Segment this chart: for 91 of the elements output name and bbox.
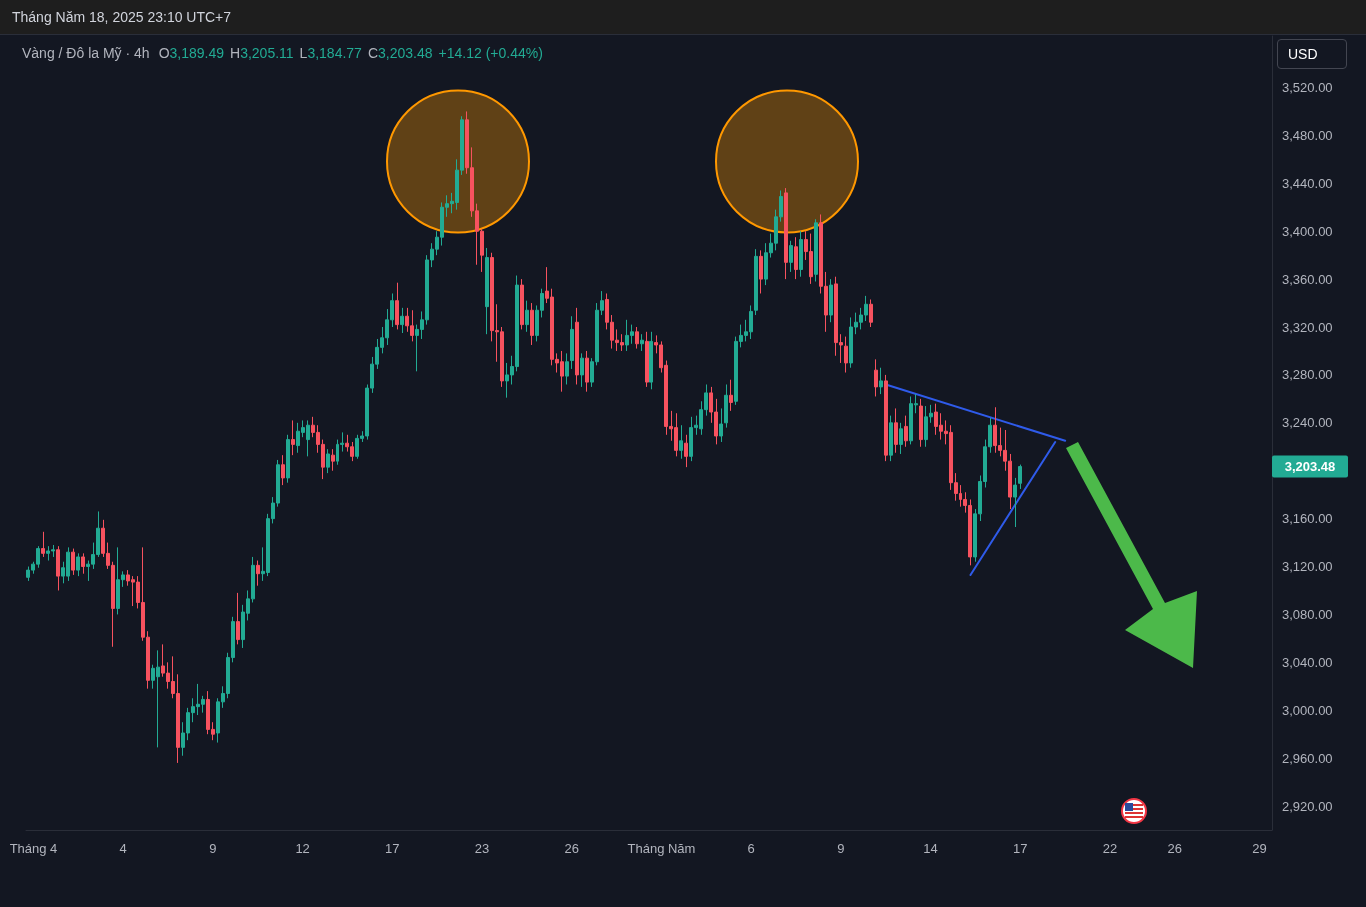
candlestick [81, 552, 85, 575]
candlestick [784, 187, 788, 280]
candlestick [530, 302, 534, 346]
candlestick [1018, 464, 1022, 490]
candlestick [719, 407, 723, 443]
candlestick [76, 552, 80, 577]
candlestick [884, 374, 888, 462]
candlestick [585, 350, 589, 393]
y-tick-label: 3,360.00 [1282, 271, 1333, 287]
candlestick [400, 307, 404, 334]
x-tick-label: 9 [209, 841, 217, 856]
y-tick-label: 3,280.00 [1282, 367, 1333, 383]
annotation: H3,205.11 [230, 45, 294, 61]
candlestick [525, 300, 529, 333]
candlestick [814, 218, 818, 283]
x-tick-label: 17 [385, 841, 400, 856]
y-tick-label: 2,960.00 [1282, 750, 1333, 766]
y-tick-label: 3,440.00 [1282, 175, 1333, 191]
candlestick [679, 424, 683, 460]
candlestick [874, 358, 878, 397]
x-tick-label: 4 [119, 841, 127, 856]
annotation: O3,189.49 [158, 45, 225, 61]
candlestick [395, 282, 399, 330]
candlestick [729, 379, 733, 412]
candlestick [879, 367, 883, 395]
candlestick [919, 398, 923, 448]
y-tick-label: 3,160.00 [1282, 511, 1333, 527]
x-tick-label: 14 [923, 841, 938, 856]
candlestick [286, 434, 290, 484]
candlestick [724, 384, 728, 429]
x-tick-label: 17 [1013, 841, 1028, 856]
y-tick-label: 3,240.00 [1282, 415, 1333, 431]
x-tick-label: Tháng 4 [9, 841, 58, 856]
candlestick [869, 298, 873, 328]
y-tick-label: 3,480.00 [1282, 127, 1333, 143]
text: Vàng / Đô la Mỹ · 4h [22, 45, 150, 61]
y-tick-label: 3,520.00 [1282, 80, 1333, 95]
annotation: C3,203.48 [367, 45, 433, 61]
x-tick-label: 22 [1102, 841, 1118, 856]
candlestick [570, 315, 574, 370]
candlestick [754, 248, 758, 316]
candlestick [640, 333, 644, 352]
annotation: L3,184.77 [299, 45, 362, 61]
candlestick [485, 247, 489, 335]
x-tick-label: 6 [747, 841, 755, 856]
y-tick-label: 3,000.00 [1282, 702, 1333, 718]
y-tick-label: 3,120.00 [1282, 559, 1333, 575]
x-tick-label: 23 [474, 841, 490, 856]
candlestick [41, 531, 45, 558]
candlestick [649, 331, 653, 390]
candlestick [844, 336, 848, 374]
candlestick [56, 545, 60, 591]
x-tick-label: Tháng Năm [627, 841, 696, 856]
candlestick [1013, 477, 1017, 528]
y-tick-label: 3,320.00 [1282, 319, 1333, 335]
candlestick [236, 592, 240, 645]
candlestick [645, 331, 649, 388]
x-tick-label: 12 [295, 841, 310, 856]
y-tick-label: 3,400.00 [1282, 223, 1333, 239]
annotation: +14.12 (+0.44%) [438, 45, 543, 61]
candlestick [635, 326, 639, 350]
candlestick [789, 240, 793, 273]
candlestick [799, 230, 803, 278]
candlestick [575, 307, 579, 385]
y-axis-title: USD [1277, 39, 1347, 69]
chart-subtitle: Tháng Năm 18, 2025 23:10 UTC+7 [12, 9, 232, 25]
candlestick [904, 415, 908, 448]
candlestick [565, 352, 569, 385]
y-tick-label: 3,040.00 [1282, 654, 1333, 670]
x-tick-label: 26 [564, 841, 579, 856]
y-tick-label: 3,080.00 [1282, 606, 1333, 622]
candlestick [281, 454, 285, 486]
candlestick [256, 560, 260, 587]
text: 3,203.48 [1284, 459, 1336, 475]
candlestick [829, 278, 833, 323]
x-tick-label: 26 [1167, 841, 1183, 856]
x-tick-label: 29 [1252, 841, 1267, 856]
candlestick [520, 278, 524, 330]
candlestick [331, 448, 335, 472]
candlestick [580, 352, 584, 388]
candlestick [894, 407, 898, 454]
y-tick-label: 2,920.00 [1282, 798, 1333, 814]
candlestick [291, 419, 295, 456]
candlestick [759, 249, 763, 294]
candlestick [899, 422, 903, 455]
candlestick [889, 415, 893, 462]
candlestick [684, 434, 688, 468]
candlestick [71, 548, 75, 576]
candlestick [326, 448, 330, 474]
x-tick-label: 9 [837, 841, 845, 856]
candlestick [794, 236, 798, 280]
